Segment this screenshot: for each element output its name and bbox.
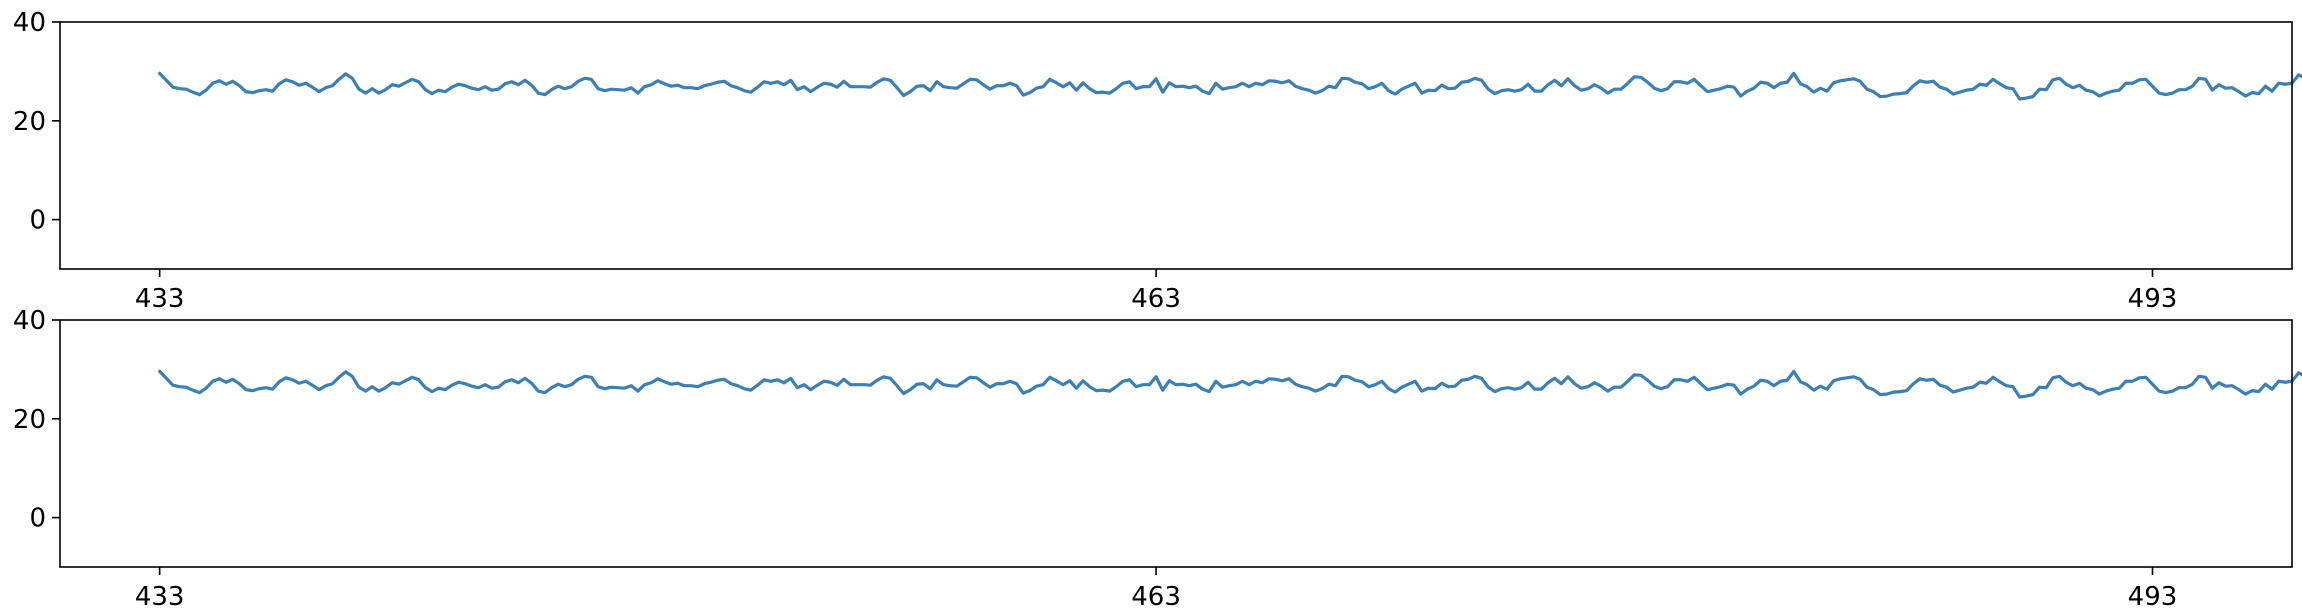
x-tick-label: 433 xyxy=(135,582,185,610)
x-tick-label: 433 xyxy=(135,284,185,314)
y-tick-label: 0 xyxy=(29,206,46,236)
plot-frame xyxy=(59,319,2293,568)
plot-frame xyxy=(59,21,2293,270)
x-tick-label: 463 xyxy=(1131,284,1181,314)
y-tick-label: 40 xyxy=(13,8,46,38)
y-tick-label: 0 xyxy=(29,504,46,534)
y-tick-label: 40 xyxy=(13,306,46,336)
x-tick-label: 493 xyxy=(2128,582,2178,610)
y-tick-label: 20 xyxy=(13,405,46,435)
chart-panel-2: 0 20 40 433 463 493 xyxy=(13,306,2302,610)
series-line xyxy=(158,71,2302,101)
series-line xyxy=(158,369,2302,399)
y-tick-label: 20 xyxy=(13,107,46,137)
x-tick-label: 463 xyxy=(1131,582,1181,610)
chart-panel-1: 0 20 40 433 463 493 xyxy=(13,8,2302,314)
x-tick-label: 493 xyxy=(2128,284,2178,314)
